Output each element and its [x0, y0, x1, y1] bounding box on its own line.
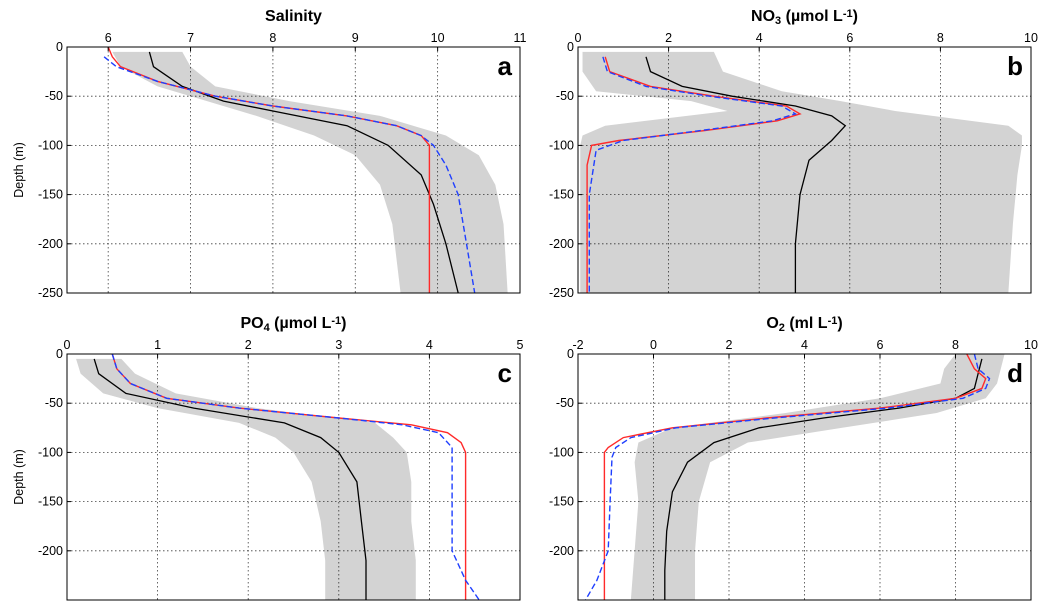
title-unit: (ml L [785, 315, 828, 332]
y-tick-label: -100 [38, 445, 63, 459]
y-tick-label: -250 [38, 286, 63, 300]
title-unit: (µmol L [270, 315, 332, 332]
x-tick-label: 6 [846, 31, 853, 45]
x-tick-label: 5 [517, 338, 524, 352]
y-tick-label: -200 [549, 544, 574, 558]
y-tick-label: -100 [549, 445, 574, 459]
x-tick-label: 2 [665, 31, 672, 45]
panel-b: 0 2 4 6 8 10 0 -50 -100 -150 -200 -250 NO3 (µmol L-1… [549, 8, 1038, 300]
panel-letter: c [498, 358, 512, 388]
y-tick-label: 0 [56, 40, 63, 54]
x-tick-label: 8 [269, 31, 276, 45]
y-tick-label: -50 [556, 89, 574, 103]
title-main: Salinity [265, 8, 322, 25]
x-tick-label: 7 [187, 31, 194, 45]
y-tick-label: -50 [45, 89, 63, 103]
y-tick-label: -250 [549, 286, 574, 300]
x-tick-label: 4 [801, 338, 808, 352]
title-main: O [766, 315, 778, 332]
y-tick-label: 0 [567, 347, 574, 361]
title-superscript: -1 [828, 315, 838, 327]
title-main: PO [240, 315, 263, 332]
mean-line [664, 358, 983, 600]
x-tick-label: 10 [1024, 31, 1038, 45]
panel-title: PO4 (µmol L-1) [240, 315, 346, 335]
range-band [112, 51, 508, 293]
panel-letter: a [498, 51, 513, 81]
x-tick-label: 6 [877, 338, 884, 352]
x-tick-label: 1 [154, 338, 161, 352]
blue-dashed-line [588, 56, 798, 293]
title-unit-end: ) [853, 8, 858, 25]
y-tick-label: -200 [549, 237, 574, 251]
x-tick-label: 0 [650, 338, 657, 352]
title-superscript: -1 [843, 8, 853, 20]
panel-title: NO3 (µmol L-1) [751, 8, 858, 28]
title-unit-end: ) [837, 315, 842, 332]
y-tick-label: 0 [567, 40, 574, 54]
red-line [603, 354, 987, 600]
mean-line [645, 56, 847, 293]
title-main: NO [751, 8, 775, 25]
y-tick-label: -150 [38, 495, 63, 509]
panel-title: Salinity [265, 8, 322, 25]
y-axis-label: Depth (m) [12, 449, 26, 505]
y-tick-label: -50 [45, 396, 63, 410]
x-tick-label: 3 [335, 338, 342, 352]
red-line [107, 47, 431, 293]
title-subscript: 4 [264, 322, 271, 334]
x-tick-label: 2 [726, 338, 733, 352]
y-tick-label: -100 [549, 138, 574, 152]
range-band [580, 51, 1022, 293]
x-tick-label: 4 [426, 338, 433, 352]
x-tick-label: 0 [575, 31, 582, 45]
panel-a: 6 7 8 9 10 11 0 -50 -100 -150 -200 -250 Depth (m) Sal… [12, 8, 527, 300]
title-subscript: 2 [779, 322, 785, 334]
x-tick-label: 11 [514, 31, 527, 45]
panel-letter: b [1007, 51, 1023, 81]
plot-frame [577, 46, 1032, 294]
x-tick-label: 8 [952, 338, 959, 352]
blue-dashed-line [103, 56, 476, 293]
y-tick-label: -200 [38, 544, 63, 558]
x-tick-label: 9 [352, 31, 359, 45]
y-tick-label: -150 [549, 188, 574, 202]
title-unit-end: ) [341, 315, 346, 332]
y-tick-label: -50 [556, 396, 574, 410]
y-tick-label: -100 [38, 138, 63, 152]
x-tick-label: 2 [245, 338, 252, 352]
y-tick-label: -150 [549, 495, 574, 509]
plot-frame [66, 46, 521, 294]
x-tick-label: 0 [64, 338, 71, 352]
y-tick-label: 0 [56, 347, 63, 361]
x-tick-label: 10 [1024, 338, 1038, 352]
panel-letter: d [1007, 358, 1023, 388]
blue-dashed-line [584, 354, 991, 600]
x-tick-label: 8 [937, 31, 944, 45]
range-band [76, 358, 416, 600]
x-tick-label: 4 [756, 31, 763, 45]
range-band [630, 354, 1005, 600]
y-axis-label: Depth (m) [12, 142, 26, 198]
title-subscript: 3 [775, 15, 781, 27]
y-tick-label: -150 [38, 188, 63, 202]
title-superscript: -1 [331, 315, 341, 327]
red-line [586, 56, 802, 293]
mean-line [148, 51, 459, 293]
mean-line [93, 358, 367, 600]
title-unit: (µmol L [781, 8, 843, 25]
y-tick-label: -200 [38, 237, 63, 251]
x-tick-label: 10 [431, 31, 445, 45]
x-tick-label: 6 [105, 31, 112, 45]
panel-title: O2 (ml L-1) [766, 315, 842, 335]
blue-dashed-line [111, 354, 480, 600]
x-tick-label: -2 [572, 338, 583, 352]
plot-frame [66, 353, 521, 601]
